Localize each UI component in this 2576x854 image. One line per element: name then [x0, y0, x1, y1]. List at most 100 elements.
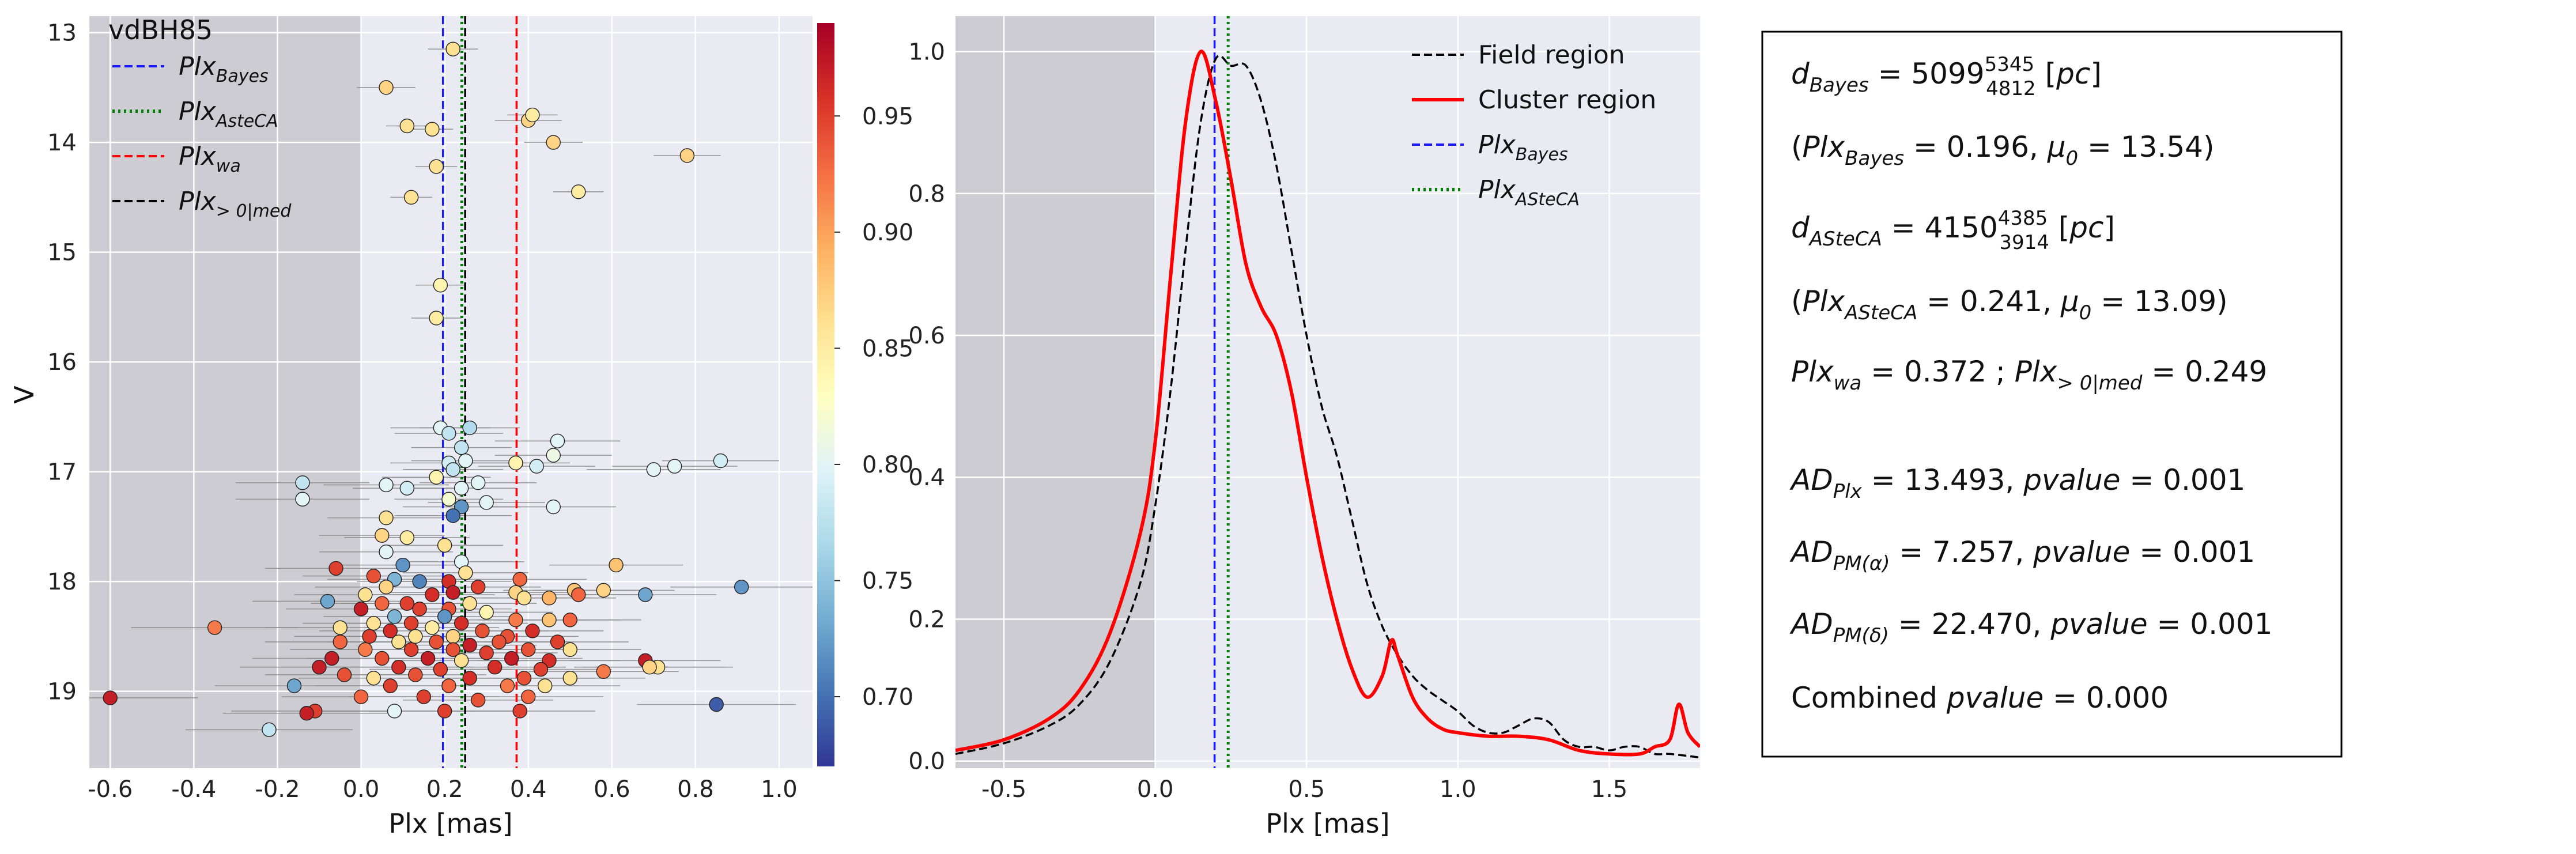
data-point — [571, 184, 586, 199]
data-point — [399, 596, 415, 611]
data-point — [408, 667, 423, 682]
data-point — [546, 135, 561, 150]
data-point — [596, 583, 611, 598]
data-point — [525, 624, 540, 638]
stat-line-combined: Combined pvalue = 0.000 — [1791, 681, 2169, 715]
data-point — [458, 453, 473, 468]
data-point — [538, 678, 553, 693]
colorbar-tick-label: 0.75 — [862, 568, 913, 595]
data-point — [734, 579, 749, 595]
data-point — [403, 642, 419, 657]
data-point — [379, 477, 394, 493]
data-point — [399, 481, 415, 496]
data-point — [475, 624, 490, 638]
data-point — [399, 118, 415, 134]
data-point — [403, 190, 419, 205]
excluded-region — [955, 16, 1155, 768]
x-tick-label: 1.5 — [1591, 776, 1628, 803]
y-tick-label: 16 — [47, 349, 77, 376]
legend: PlxBayes PlxAsteCA Plxwa Plx> 0|med — [112, 52, 292, 221]
y-tick-label: 19 — [47, 679, 77, 705]
data-point — [375, 651, 390, 666]
data-point — [337, 667, 352, 682]
data-point — [516, 591, 532, 606]
x-axis-label: Plx [mas] — [388, 808, 512, 839]
data-point — [353, 689, 369, 704]
data-point — [454, 440, 469, 455]
data-point — [295, 492, 310, 507]
y-tick-label: 0.0 — [908, 749, 945, 775]
data-point — [638, 587, 653, 602]
data-point — [441, 492, 456, 507]
data-point — [333, 620, 348, 635]
data-point — [429, 634, 444, 649]
legend-entry-label: PlxAsteCA — [179, 97, 278, 131]
data-point — [262, 722, 277, 738]
data-point — [324, 651, 339, 666]
data-point — [529, 459, 544, 474]
data-point — [445, 462, 460, 477]
y-tick-label: 13 — [47, 20, 77, 47]
data-point — [713, 453, 728, 468]
colorbar-tick-label: 0.70 — [862, 684, 913, 711]
data-point — [379, 510, 394, 526]
y-tick-label: 0.8 — [908, 181, 945, 207]
panel-title: vdBH85 — [108, 14, 213, 46]
data-point — [328, 561, 343, 576]
data-point — [379, 579, 394, 595]
data-point — [312, 660, 327, 675]
data-point — [286, 678, 302, 693]
data-point — [403, 615, 419, 631]
data-point — [433, 278, 448, 293]
x-tick-label: 0.5 — [1288, 776, 1325, 803]
data-point — [445, 642, 460, 657]
data-point — [379, 80, 394, 95]
data-point — [375, 596, 390, 611]
data-point — [521, 689, 536, 704]
data-point — [391, 634, 406, 649]
data-point — [412, 602, 427, 617]
stat-line-plx-asteca: (PlxASteCA = 0.241, μ0 = 13.09) — [1791, 285, 2228, 324]
data-point — [425, 620, 440, 635]
stat-line-ad-pmd: ADPM(δ) = 22.470, pvalue = 0.001 — [1789, 607, 2272, 647]
data-point — [562, 613, 577, 628]
stats-text-box: dBayes = 50995345 4812 [pc] (PlxBayes = 0.… — [1761, 31, 2343, 758]
data-point — [358, 642, 373, 657]
data-point — [470, 693, 486, 708]
x-tick-label: -0.6 — [88, 776, 133, 803]
data-point — [454, 481, 469, 496]
x-tick-label: 1.0 — [761, 776, 798, 803]
x-tick-label: -0.5 — [981, 776, 1026, 803]
data-point — [562, 642, 577, 657]
data-point — [454, 615, 469, 631]
y-tick-label: 17 — [47, 459, 77, 486]
data-point — [391, 660, 406, 675]
data-point — [642, 660, 657, 675]
data-point — [542, 591, 557, 606]
data-point — [609, 557, 624, 573]
data-point — [383, 624, 398, 638]
data-point — [295, 475, 310, 490]
colorbar-tick-label: 0.85 — [862, 335, 913, 362]
x-tick-label: -0.4 — [171, 776, 216, 803]
x-tick-label: 0.2 — [426, 776, 463, 803]
data-point — [546, 448, 561, 463]
data-point — [375, 528, 390, 543]
data-point — [479, 604, 494, 620]
x-tick-label: 0.0 — [1137, 776, 1174, 803]
stat-line-ad-pma: ADPM(α) = 7.257, pvalue = 0.001 — [1789, 535, 2255, 575]
data-point — [571, 587, 586, 602]
legend-entry-label: Field region — [1478, 40, 1625, 70]
data-point — [462, 596, 477, 611]
data-point — [366, 568, 381, 584]
data-point — [521, 642, 536, 657]
data-point — [425, 122, 440, 137]
data-point — [479, 645, 494, 660]
stat-line-d-bayes: dBayes = 50995345 4812 [pc] — [1791, 53, 2102, 100]
data-point — [596, 664, 611, 679]
data-point — [333, 634, 348, 649]
data-point — [379, 544, 394, 560]
data-point — [462, 420, 477, 436]
data-point — [387, 609, 402, 624]
data-point — [646, 462, 662, 477]
